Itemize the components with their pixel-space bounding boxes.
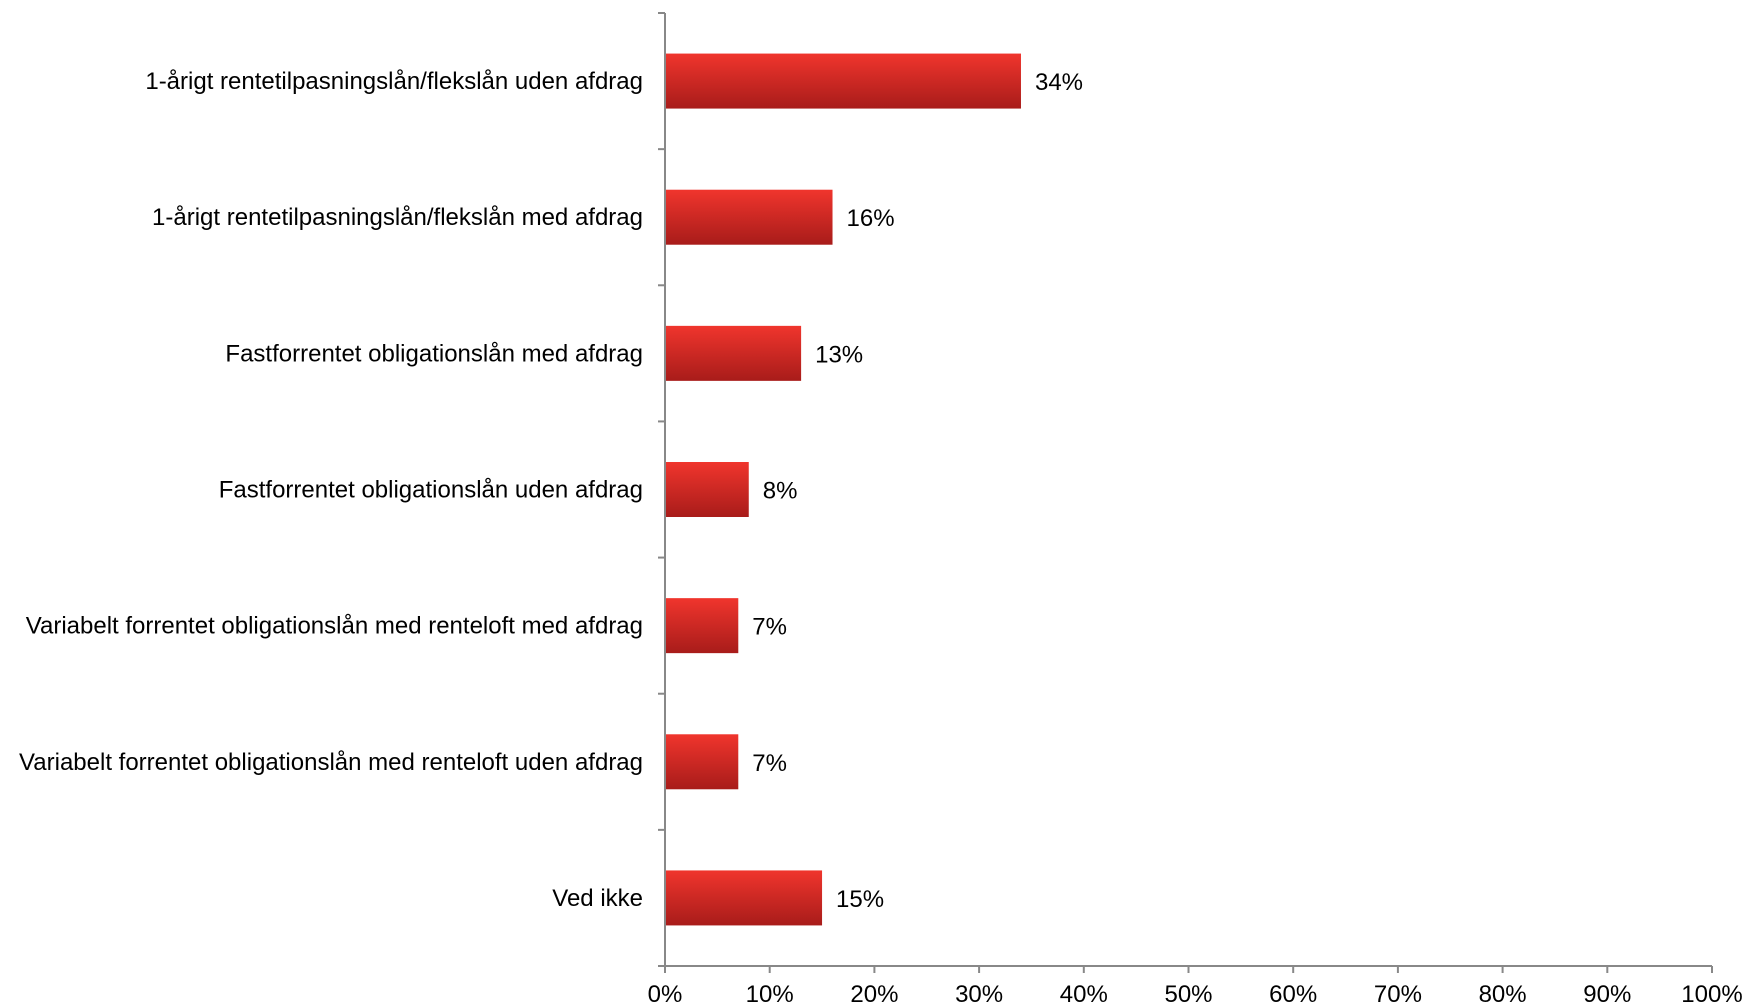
category-label: Fastforrentet obligationslån med afdrag [225, 340, 643, 367]
axes [658, 12, 1713, 973]
x-tick-label: 60% [1269, 981, 1317, 1007]
x-tick-label: 0% [648, 981, 683, 1007]
category-label: 1-årigt rentetilpasningslån/flekslån med… [152, 204, 643, 231]
x-tick-label: 100% [1681, 981, 1742, 1007]
x-tick-label: 50% [1164, 981, 1212, 1007]
bar-value-label: 7% [752, 614, 787, 641]
bar [666, 325, 802, 381]
category-label: 1-årigt rentetilpasningslån/flekslån ude… [145, 68, 643, 95]
bar [666, 734, 739, 790]
bar-value-label: 34% [1035, 69, 1083, 96]
x-tick-label: 10% [746, 981, 794, 1007]
x-tick-labels: 0% 10% 20% 30% 40% 50% 60% 70% 80% 90% 100% [648, 981, 1743, 1007]
value-labels: 34% 16% 13% 8% 7% 7% 15% [752, 69, 1083, 913]
bar [666, 462, 749, 517]
bar [666, 53, 1021, 109]
x-tick-label: 40% [1060, 981, 1108, 1007]
x-tick-label: 30% [955, 981, 1003, 1007]
bar [666, 870, 823, 926]
bar [666, 189, 833, 245]
bar-value-label: 7% [752, 750, 787, 777]
x-tick-label: 70% [1374, 981, 1422, 1007]
category-label: Fastforrentet obligationslån uden afdrag [219, 477, 643, 504]
bar [666, 598, 739, 654]
x-tick-label: 80% [1479, 981, 1527, 1007]
bar-value-label: 13% [815, 341, 863, 368]
bar-value-label: 16% [847, 205, 895, 232]
bar-value-label: 15% [836, 886, 884, 913]
category-label: Variabelt forrentet obligationslån med r… [26, 613, 643, 640]
bar-value-label: 8% [763, 478, 798, 505]
category-labels: 1-årigt rentetilpasningslån/flekslån ude… [19, 68, 643, 912]
category-label: Variabelt forrentet obligationslån med r… [19, 749, 643, 776]
category-label: Ved ikke [552, 885, 643, 912]
x-tick-label: 90% [1583, 981, 1631, 1007]
x-tick-label: 20% [850, 981, 898, 1007]
bars [666, 53, 1021, 926]
